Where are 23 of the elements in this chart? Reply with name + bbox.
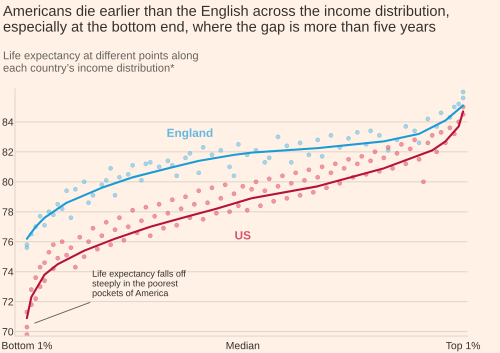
y-tick-label: 72 [2,298,14,306]
y-tick-label: 78 [2,208,14,216]
point [42,278,47,284]
point [460,90,466,94]
annotation: Life expectancy falls off steeply in the poorest pockets of America [92,270,186,298]
point [50,242,56,248]
y-tick-label: 84 [2,118,14,126]
chart-subtitle: Life expectancy at different points along each country’s income distribution* [3,51,198,74]
series-label: England [167,128,212,140]
y-tick-label: 74 [2,268,14,276]
point [28,287,34,292]
y-tick-label: 80 [2,178,14,186]
y-tick-label: 82 [2,148,14,156]
x-tick-label: Top 1% [446,342,480,352]
series-label: US [235,231,251,240]
x-tick-label: Median [226,342,260,350]
point [24,242,30,248]
point [33,296,38,301]
chart-title: Americans die earlier than the English across the income distribution, especially at the bottom end, where the gap is more than five years [3,5,448,35]
y-tick-label: 70 [2,328,14,336]
point [24,324,30,330]
x-tick-label: Bottom 1% [2,342,52,350]
y-tick-label: 76 [2,238,14,246]
